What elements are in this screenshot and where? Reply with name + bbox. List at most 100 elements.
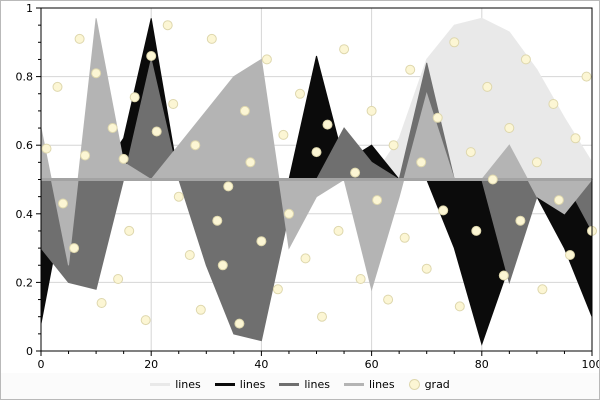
scatter-point (471, 225, 482, 236)
scatter-point (69, 243, 80, 254)
legend-item-grad-4: grad (408, 377, 450, 391)
scatter-point (245, 157, 256, 168)
scatter-point (261, 54, 272, 65)
legend-line-swatch (343, 382, 364, 386)
scatter-point (553, 195, 564, 206)
scatter-point (52, 81, 63, 92)
scatter-point (239, 105, 250, 116)
scatter-point (217, 260, 228, 271)
y-tick-label: 1 (26, 2, 33, 15)
scatter-point (146, 51, 157, 61)
scatter-point (548, 99, 559, 109)
scatter-point (311, 147, 322, 158)
legend-item-lines-2: lines (279, 378, 330, 391)
scatter-point (333, 225, 344, 236)
scatter-point (272, 284, 283, 295)
scatter-point (449, 37, 460, 48)
scatter-point (432, 112, 443, 123)
scatter-point (234, 318, 245, 329)
scatter-point (482, 81, 493, 92)
scatter-point (388, 140, 399, 151)
y-tick-label: 0.4 (16, 208, 34, 221)
legend-item-lines-1: lines (214, 377, 266, 391)
scatter-point (366, 105, 377, 116)
scatter-point (537, 284, 548, 295)
scatter-point (504, 123, 515, 133)
scatter-point (300, 253, 311, 264)
y-tick-label: 0.6 (16, 139, 34, 152)
scatter-point (140, 315, 151, 326)
scatter-point (74, 33, 85, 44)
scatter-point (278, 129, 289, 140)
scatter-point (190, 140, 201, 151)
x-tick-label: 80 (475, 358, 489, 371)
scatter-point (372, 195, 383, 206)
scatter-point (206, 33, 217, 44)
legend-label: lines (175, 377, 201, 391)
scatter-point (107, 123, 118, 133)
scatter-point (399, 232, 410, 243)
scatter-point (350, 167, 361, 178)
scatter-point (212, 215, 223, 226)
legend-label: lines (368, 377, 395, 391)
legend-item-lines-0: lines (150, 378, 201, 391)
scatter-point (284, 208, 294, 219)
scatter-point (322, 119, 333, 130)
scatter-point (173, 191, 184, 202)
legend-line-swatch (279, 382, 300, 386)
scatter-point (295, 88, 305, 99)
scatter-point (520, 54, 531, 65)
scatter-point (118, 153, 129, 164)
scatter-point (454, 301, 465, 312)
scatter-point (565, 250, 575, 260)
scatter-point (498, 270, 509, 281)
legend-label: lines (239, 377, 266, 391)
y-tick-label: 0.2 (16, 276, 34, 289)
chart-plot: 0 20 40 60 80 100 0 0.2 0.4 0.6 0.8 1 (1, 1, 600, 373)
scatter-point (256, 236, 267, 247)
scatter-point (168, 99, 179, 109)
x-tick-label: 20 (144, 358, 158, 371)
x-tick-label: 40 (254, 358, 268, 371)
chart-legend: lines lines lines lines grad (1, 373, 599, 395)
scatter-point (405, 64, 416, 75)
scatter-point (438, 205, 449, 216)
legend-dot-swatch (408, 378, 420, 390)
scatter-point (317, 311, 327, 322)
scatter-point (383, 294, 394, 305)
legend-label: grad (424, 377, 450, 391)
x-tick-label: 60 (365, 358, 379, 371)
scatter-point (195, 304, 206, 315)
scatter-point (570, 133, 581, 144)
scatter-point (129, 92, 140, 103)
scatter-point (184, 250, 195, 260)
x-tick-label: 0 (38, 358, 45, 371)
scatter-point (531, 157, 542, 168)
scatter-point (581, 71, 592, 82)
scatter-point (355, 274, 366, 284)
scatter-point (80, 150, 91, 161)
scatter-point (515, 215, 526, 226)
scatter-point (91, 68, 102, 79)
legend-item-lines-3: lines (343, 377, 395, 391)
scatter-point (223, 181, 234, 192)
scatter-point (421, 263, 432, 274)
legend-label: lines (304, 377, 330, 391)
x-tick-label: 100 (582, 358, 600, 371)
scatter-point (151, 126, 162, 137)
scatter-point (416, 157, 427, 168)
y-tick-label: 0 (26, 345, 33, 358)
scatter-point (124, 225, 135, 236)
legend-line-swatch (150, 382, 171, 386)
scatter-point (58, 198, 68, 209)
scatter-point (113, 274, 124, 284)
scatter-point (465, 147, 476, 158)
scatter-point (41, 143, 52, 154)
y-tick-label: 0.8 (16, 71, 34, 84)
scatter-point (487, 174, 498, 185)
scatter-point (339, 44, 350, 55)
scatter-point (162, 20, 173, 31)
scatter-point (96, 298, 107, 308)
legend-line-swatch (214, 382, 235, 386)
